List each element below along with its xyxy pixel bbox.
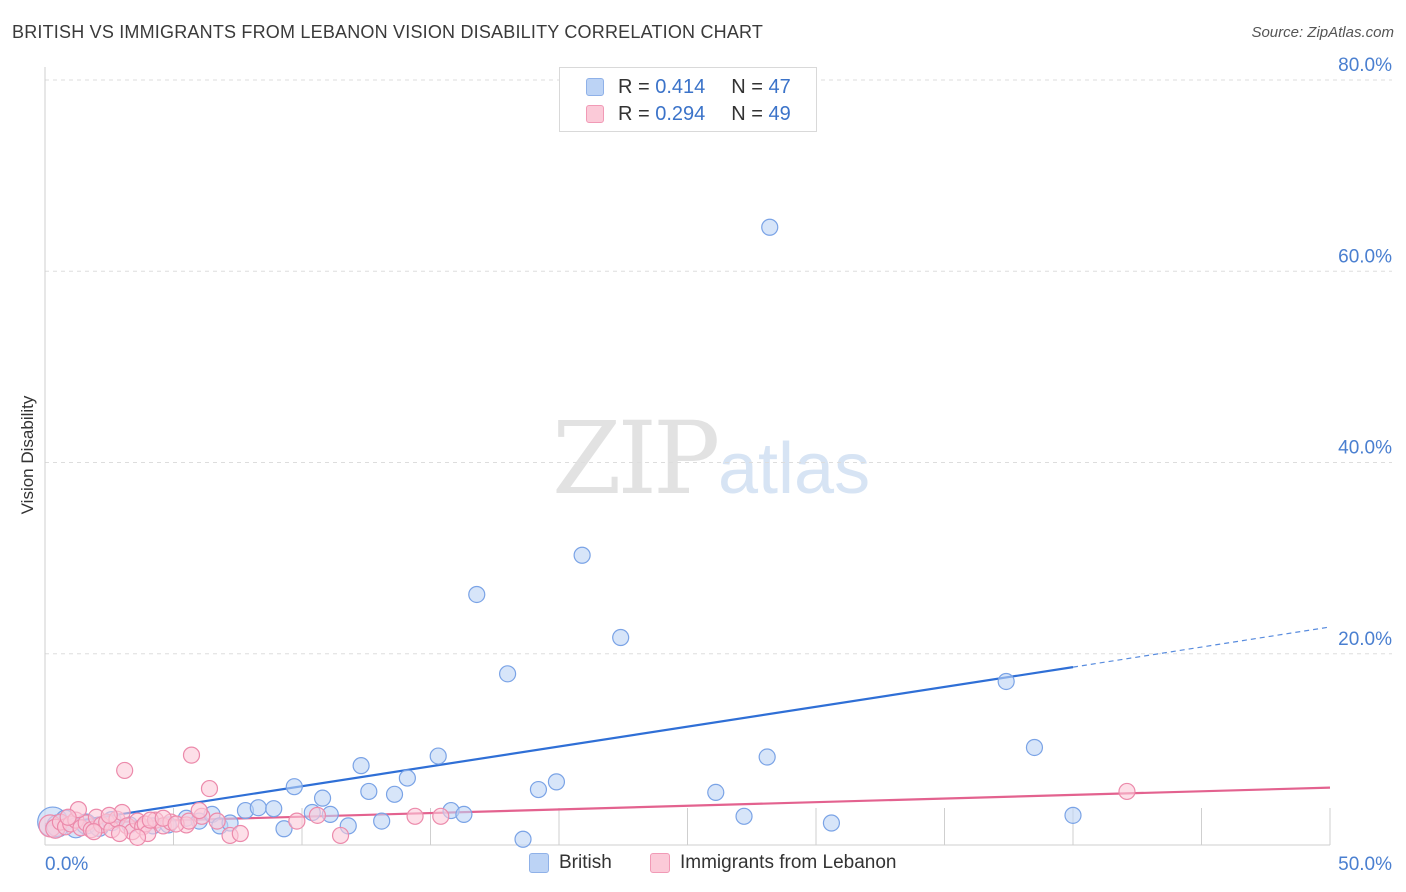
lebanon-point [200,779,219,798]
british-point [285,778,303,796]
watermark-atlas: atlas [718,429,871,509]
lebanon-swatch [650,853,670,873]
lebanon-point [59,808,77,826]
british-point [385,785,404,803]
british-point [373,812,391,830]
british-point [429,747,447,765]
british-point [997,672,1015,691]
legend-row-lebanon: R = 0.294 N = 49 [586,101,791,127]
r-label: R = [618,75,650,98]
lebanon-point [432,807,450,825]
british-point [468,585,486,604]
british-point [360,782,378,801]
trend-lines [44,626,1331,827]
british-point [822,814,841,832]
british-point [707,783,725,802]
grid-lines [45,79,1392,845]
data-points [37,218,1136,848]
source-credit: Source: ZipAtlas.com [1251,24,1394,41]
lebanon-point [116,761,134,780]
lebanon-point [100,806,118,824]
british-point [573,546,591,564]
watermark-zip: ZIP [552,400,720,517]
british-point [514,830,532,848]
british-swatch [529,853,549,873]
legend-label-british: British [559,852,612,873]
british-point [735,807,753,825]
british-trend-line [44,666,1074,827]
n-value: 49 [768,102,791,125]
british-point [265,800,283,818]
y-axis-label: Vision Disability [18,395,37,515]
x-tick-label: 50.0% [1338,854,1392,875]
legend-item-lebanon[interactable]: Immigrants from Lebanon [650,852,897,874]
british-point [761,218,779,236]
british-point [313,789,332,807]
n-value: 47 [768,75,791,98]
legend-row-british: R = 0.414 N = 47 [586,74,791,100]
y-tick-label: 80.0% [1338,55,1392,76]
british-point [455,805,473,824]
british-point [1025,738,1044,757]
axes [44,67,1330,846]
legend-item-british[interactable]: British [529,852,612,874]
lebanon-point [190,801,208,820]
y-tick-label: 20.0% [1338,629,1392,650]
lebanon-swatch [586,105,604,123]
n-label: N = [731,75,763,98]
british-point [1064,806,1082,824]
y-tick-label: 60.0% [1338,246,1392,267]
series-legend: British Immigrants from Lebanon [0,852,1406,878]
lebanon-point [128,828,147,846]
stats-legend: R = 0.414 N = 47 R = 0.294 N = 49 [559,67,817,132]
lebanon-point [288,812,306,830]
british-point [275,820,293,838]
y-tick-label: 40.0% [1338,438,1392,459]
lebanon-point [406,807,424,825]
british-point [249,799,267,817]
british-trend-extension [1072,626,1331,668]
british-point [758,748,776,766]
legend-label-lebanon: Immigrants from Lebanon [680,852,897,873]
r-label: R = [618,102,650,125]
lebanon-point [231,824,249,843]
british-point [529,780,548,799]
lebanon-point [182,746,201,764]
lebanon-trend-line [44,786,1331,826]
british-point [612,628,630,647]
x-tick-label: 0.0% [45,854,88,875]
lebanon-point [110,824,129,843]
british-point [352,757,370,775]
british-point [398,769,416,787]
tick-labels: 20.0% 40.0% 60.0% 80.0% 0.0% 50.0% [45,55,1392,875]
lebanon-point [208,812,226,830]
n-label: N = [731,102,763,125]
r-value: 0.294 [655,102,706,125]
british-point [499,665,517,683]
lebanon-point [308,806,327,824]
british-point [547,773,566,791]
chart-title: BRITISH VS IMMIGRANTS FROM LEBANON VISIO… [12,22,764,42]
british-swatch [586,78,604,96]
lebanon-point [1118,782,1136,801]
lebanon-point [180,812,198,830]
lebanon-point [85,823,103,841]
lebanon-point [331,826,350,845]
r-value: 0.414 [655,75,706,98]
